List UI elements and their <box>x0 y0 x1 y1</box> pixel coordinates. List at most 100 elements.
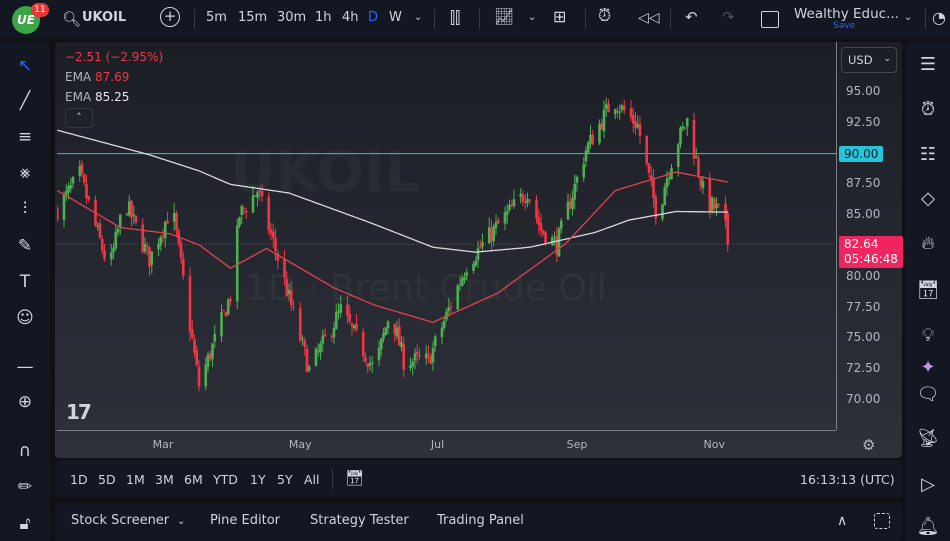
range-6m[interactable]: 6M <box>184 472 203 487</box>
tab-pine-editor[interactable]: Pine Editor <box>210 513 281 528</box>
candle-body <box>307 366 311 371</box>
unlock-icon[interactable]: 🔓︎ <box>19 514 31 534</box>
candle-body <box>211 343 214 360</box>
clock-timezone[interactable]: 16:13:13 (UTC) <box>800 472 895 487</box>
date-range-bar: 1D 5D 1M 3M 6M YTD 1Y 5Y All 📅︎ 16:13:13… <box>55 460 902 498</box>
hotlist-flame-icon[interactable]: 🔥︎ <box>921 233 935 254</box>
add-list-icon[interactable]: ☷ <box>919 144 937 165</box>
candle-body <box>505 210 509 215</box>
candle-body <box>377 347 381 361</box>
candle-body <box>67 186 70 193</box>
notifications-bell-icon[interactable]: 🔔︎ <box>916 516 940 537</box>
chevron-up-icon[interactable]: ∧ <box>837 513 848 529</box>
chevron-down-icon[interactable]: ⌄ <box>528 12 537 23</box>
range-all[interactable]: All <box>304 472 320 487</box>
range-5y[interactable]: 5Y <box>277 472 293 487</box>
calendar-icon[interactable]: 📅︎ <box>916 280 940 301</box>
layout-name[interactable]: Wealthy Educ... <box>794 6 899 22</box>
compare-symbol-icon[interactable]: + <box>160 7 180 27</box>
fullscreen-square-icon[interactable] <box>761 11 779 28</box>
price-axis[interactable]: USD ⌄ 95.00 92.50 87.50 85.00 80.00 77.50 75.00… <box>836 42 903 430</box>
layouts-grid-icon[interactable]: ⊞ <box>553 7 567 26</box>
redo-icon[interactable]: ↷ <box>722 8 735 26</box>
candle-body <box>616 110 619 112</box>
ideas-lightbulb-icon[interactable]: 💡︎ <box>921 325 935 346</box>
chevron-down-icon[interactable]: ⌄ <box>177 516 186 527</box>
candle-body <box>256 192 259 198</box>
candle-body <box>269 229 273 234</box>
tab-strategy-tester[interactable]: Strategy Tester <box>310 513 409 528</box>
quick-search-icon[interactable]: ◔ <box>932 8 946 27</box>
interval-15m[interactable]: 15m <box>238 10 268 25</box>
tab-trading-panel[interactable]: Trading Panel <box>437 513 524 528</box>
candle-body <box>253 195 257 197</box>
candle-body <box>708 179 712 212</box>
candle-body <box>379 338 383 350</box>
go-to-date-icon[interactable]: 📅︎ <box>345 469 365 487</box>
tradingview-logo[interactable]: 17 <box>66 400 92 424</box>
currency-select[interactable]: USD ⌄ <box>841 47 897 73</box>
range-1m[interactable]: 1M <box>126 472 145 487</box>
range-ytd[interactable]: YTD <box>213 472 238 487</box>
replay-rewind-icon[interactable]: ◁◁ <box>638 10 660 26</box>
emoji-icon[interactable]: ☺ <box>16 308 34 328</box>
undo-icon[interactable]: ↶ <box>685 8 698 26</box>
settings-gear-icon[interactable]: ⚙ <box>862 436 876 454</box>
cursor-arrow-icon[interactable]: ↖ <box>17 56 33 76</box>
candle-body <box>267 196 271 231</box>
alarm-clock-icon[interactable]: ⏰︎ <box>920 99 936 120</box>
candle-body <box>132 214 136 216</box>
fib-retracement-icon[interactable]: ⫶ <box>22 199 28 219</box>
maximize-panel-icon[interactable] <box>874 513 890 529</box>
interval-d[interactable]: D <box>368 10 379 25</box>
horizontal-lines-icon[interactable]: ≡ <box>17 127 33 147</box>
candle-body <box>235 225 239 302</box>
chevron-down-icon[interactable]: ⌄ <box>904 12 913 23</box>
ruler-icon[interactable]: — <box>16 357 34 377</box>
range-3m[interactable]: 3M <box>155 472 174 487</box>
trend-line-icon[interactable]: ╱ <box>19 91 31 111</box>
watchlist-icon[interactable]: ☰ <box>919 54 937 75</box>
indicators-icon[interactable]: 📈︎ <box>494 7 515 26</box>
playback-icon[interactable]: ▷ <box>921 474 935 495</box>
candles-chart-type-icon[interactable]: ⫿⫿ <box>450 8 461 27</box>
range-1d[interactable]: 1D <box>70 472 88 487</box>
interval-1h[interactable]: 1h <box>315 10 332 25</box>
candle-body <box>539 223 543 231</box>
tab-stock-screener[interactable]: Stock Screener <box>71 513 170 528</box>
magnet-icon[interactable]: ∩ <box>18 441 32 461</box>
candle-body <box>638 124 642 137</box>
chat-icon[interactable]: 🗨︎ <box>916 384 940 405</box>
streams-icon[interactable]: 📡︎ <box>916 428 940 449</box>
interval-w[interactable]: W <box>389 10 402 25</box>
price-plot[interactable] <box>57 42 836 430</box>
brush-icon[interactable]: ✎ <box>17 236 33 256</box>
chevron-down-icon[interactable]: ⌄ <box>414 12 423 23</box>
sparkle-icon[interactable]: ✦ <box>920 357 936 378</box>
alarm-clock-add-icon[interactable]: ⏰︎ <box>598 6 612 26</box>
pattern-tool-icon[interactable]: ⨳ <box>19 163 31 183</box>
candle-body <box>566 201 570 220</box>
candle-body <box>573 183 577 200</box>
lock-drawing-pencil-icon[interactable]: ✏ <box>17 477 33 497</box>
range-5d[interactable]: 5D <box>98 472 116 487</box>
interval-5m[interactable]: 5m <box>206 10 227 25</box>
candle-body <box>213 333 217 342</box>
search-icon[interactable]: 🔍︎ <box>62 10 82 28</box>
time-axis[interactable]: Mar May Jul Sep Nov <box>57 430 836 458</box>
currency-value: USD <box>848 53 873 67</box>
save-button[interactable]: Save <box>833 21 856 31</box>
candle-body <box>431 347 435 363</box>
ema-fast-legend[interactable]: EMA 87.69 <box>65 70 163 84</box>
hline-price-badge[interactable]: 90.00 <box>839 145 884 162</box>
collapse-legend-button[interactable]: ˄ <box>65 108 93 128</box>
ema-slow-legend[interactable]: EMA 85.25 <box>65 90 163 104</box>
text-tool-icon[interactable]: T <box>19 272 31 292</box>
interval-4h[interactable]: 4h <box>342 10 359 25</box>
zoom-in-icon[interactable]: ⊕ <box>17 392 33 412</box>
divider <box>434 9 435 29</box>
range-1y[interactable]: 1Y <box>250 472 266 487</box>
layers-icon[interactable]: ◇ <box>921 188 935 209</box>
symbol-search-button[interactable]: UKOIL <box>82 10 127 25</box>
interval-30m[interactable]: 30m <box>277 10 307 25</box>
